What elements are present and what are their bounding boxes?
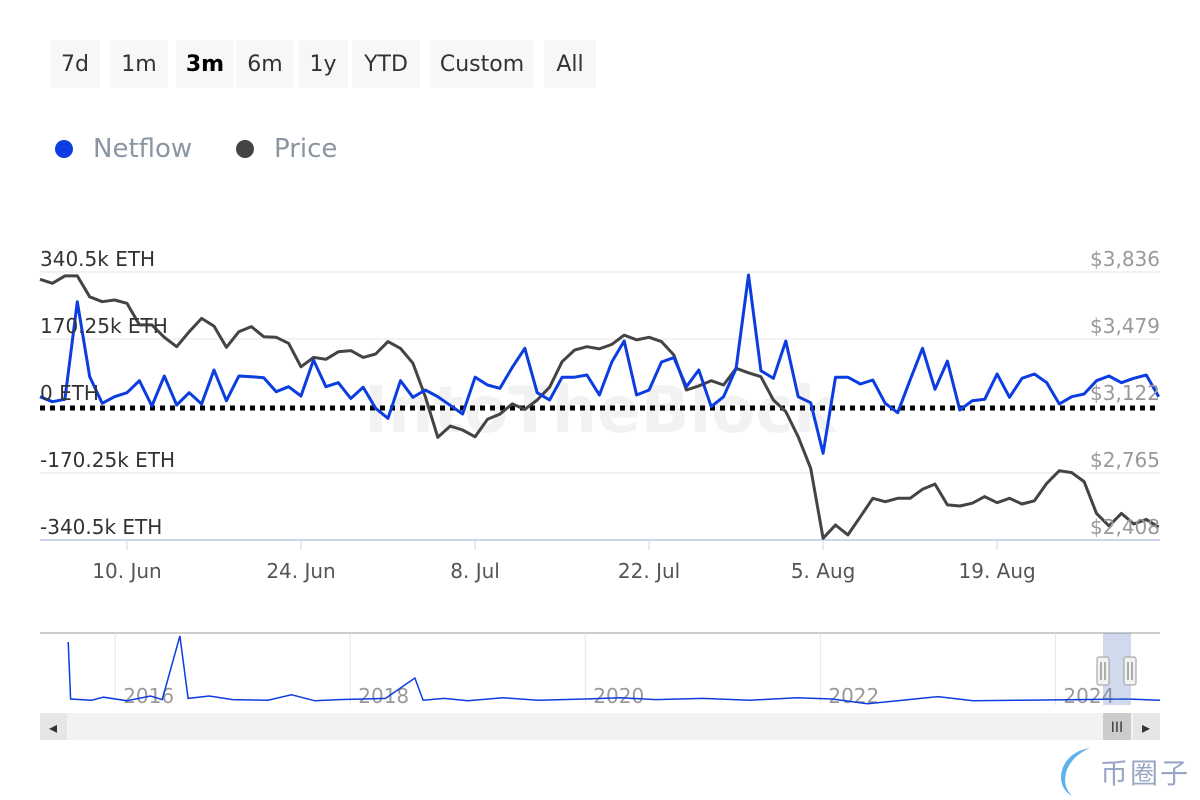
x-tick-label: 10. Jun [92, 559, 161, 583]
logo-text: 币圈子 [1100, 757, 1191, 790]
y-right-tick-label: $3,122 [1090, 381, 1160, 405]
navigator-year-label: 2020 [593, 684, 644, 708]
y-right-tick-label: $2,765 [1090, 448, 1160, 472]
legend-label-netflow: Netflow [93, 134, 193, 164]
range-button-custom[interactable]: Custom [430, 40, 534, 88]
navigator-left-handle[interactable] [1096, 656, 1110, 686]
y-right-tick-label: $3,836 [1090, 247, 1160, 271]
navigator-year-label: 2022 [828, 684, 879, 708]
range-button-6m[interactable]: 6m [236, 40, 294, 88]
series-line-netflow [39, 273, 1161, 455]
scroll-right-button[interactable] [1133, 713, 1160, 740]
x-tick-label: 24. Jun [266, 559, 335, 583]
navigator-right-handle[interactable] [1123, 656, 1137, 686]
x-tick-label: 22. Jul [618, 559, 680, 583]
y-left-tick-label: 0 ETH [40, 381, 99, 405]
range-button-1m[interactable]: 1m [110, 40, 168, 88]
y-left-tick-label: 170.25k ETH [40, 314, 168, 338]
x-tick-label: 5. Aug [791, 559, 856, 583]
logo: 币圈子 [1050, 740, 1200, 800]
scroll-left-button[interactable] [40, 713, 67, 740]
logo-swoosh-icon [1060, 748, 1090, 796]
navigator-year-label: 2024 [1063, 684, 1114, 708]
scrollbar-track[interactable] [40, 713, 1160, 740]
legend-item-price[interactable]: Price [236, 134, 337, 164]
range-button-all[interactable]: All [544, 40, 596, 88]
scroll-left-arrow-icon: ◂ [49, 718, 57, 737]
x-tick-label: 19. Aug [959, 559, 1036, 583]
legend-label-price: Price [274, 134, 338, 164]
navigator-netflow-line [67, 635, 1161, 705]
scrollbar-grip-icon: III [1111, 720, 1123, 736]
watermark: IntoTheBlock [364, 374, 837, 448]
range-button-ytd[interactable]: YTD [352, 40, 420, 88]
x-tick-label: 8. Jul [450, 559, 500, 583]
y-right-tick-label: $2,408 [1090, 515, 1160, 539]
scroll-right-arrow-icon: ▸ [1142, 718, 1150, 737]
range-button-1y[interactable]: 1y [298, 40, 348, 88]
legend-item-netflow[interactable]: Netflow [55, 134, 192, 164]
netflow-legend-dot-icon [55, 140, 73, 158]
series-line-price [39, 274, 1160, 540]
y-left-tick-label: 340.5k ETH [40, 247, 155, 271]
scrollbar-thumb[interactable] [1103, 713, 1131, 740]
y-right-tick-label: $3,479 [1090, 314, 1160, 338]
y-left-tick-label: -170.25k ETH [40, 448, 175, 472]
price-legend-dot-icon [236, 140, 254, 158]
y-left-tick-label: -340.5k ETH [40, 515, 162, 539]
range-button-7d[interactable]: 7d [50, 40, 100, 88]
range-button-3m[interactable]: 3m [176, 40, 234, 88]
